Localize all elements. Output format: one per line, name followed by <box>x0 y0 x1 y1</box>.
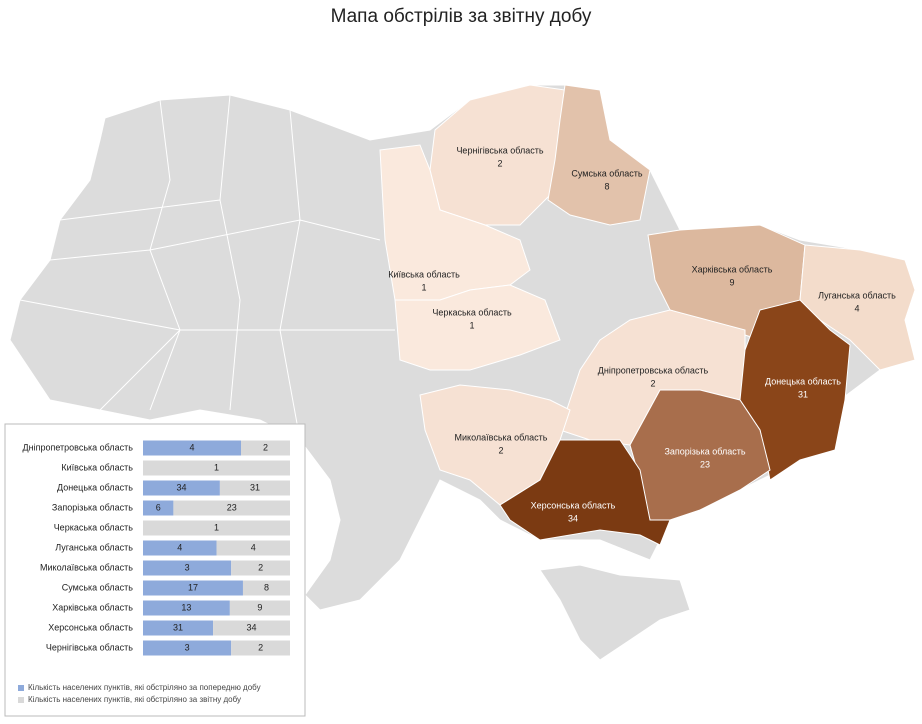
data-label: 2 <box>258 642 263 652</box>
category-label: Миколаївська область <box>40 562 133 572</box>
bar-segment <box>143 500 174 516</box>
category-label: Запорізька область <box>52 502 133 512</box>
region-value: 2 <box>650 378 655 388</box>
legend-swatch <box>18 697 24 703</box>
category-label: Дніпропетровська область <box>23 442 134 452</box>
region-value: 1 <box>469 320 474 330</box>
crimea-outline <box>539 564 691 661</box>
data-label: 3 <box>185 642 190 652</box>
bar-segment <box>229 600 290 616</box>
region <box>499 439 671 546</box>
region-name: Сумська область <box>571 168 643 178</box>
data-label: 34 <box>176 482 186 492</box>
region-value: 2 <box>498 445 503 455</box>
bar-segment <box>143 600 230 616</box>
bar-segment <box>143 480 220 496</box>
data-label: 13 <box>181 602 191 612</box>
internal-borders <box>19 94 395 441</box>
data-label: 8 <box>264 582 269 592</box>
legend-label: Кількість населених пунктів, які обстріл… <box>28 683 261 692</box>
bar-segment <box>242 580 290 596</box>
bar-segment <box>213 620 290 636</box>
region-value: 9 <box>729 277 734 287</box>
region-name: Чернігівська область <box>456 145 543 155</box>
data-label: 3 <box>185 562 190 572</box>
data-label: 17 <box>188 582 198 592</box>
data-label: 2 <box>258 562 263 572</box>
bar-segment <box>231 640 290 656</box>
data-label: 31 <box>173 622 183 632</box>
bar-segment <box>216 540 290 556</box>
data-label: 2 <box>263 442 268 452</box>
bar-segment <box>173 500 290 516</box>
data-label: 23 <box>227 502 237 512</box>
region-name: Запорізька область <box>664 446 745 456</box>
region-value: 2 <box>497 158 502 168</box>
region-value: 23 <box>700 459 710 469</box>
bar-segment <box>143 540 217 556</box>
bar-segment <box>143 520 290 536</box>
category-label: Харківська область <box>52 602 133 612</box>
category-label: Черкаська область <box>54 522 134 532</box>
legend-swatch <box>18 685 24 691</box>
region-name: Харківська область <box>692 264 773 274</box>
region <box>547 84 651 226</box>
region-name: Донецька область <box>765 376 841 386</box>
bar-segment <box>231 560 290 576</box>
legend-label: Кількість населених пунктів, які обстріл… <box>28 695 241 704</box>
data-label: 6 <box>156 502 161 512</box>
category-label: Луганська область <box>55 542 133 552</box>
data-label: 4 <box>189 442 194 452</box>
data-label: 31 <box>250 482 260 492</box>
map-title: Мапа обстрілів за звітну добу <box>331 6 592 27</box>
region-name: Херсонська область <box>531 500 616 510</box>
bar-segment <box>143 460 290 476</box>
bar-segment <box>143 640 232 656</box>
region-value: 1 <box>421 282 426 292</box>
bar-segment <box>143 440 241 456</box>
region-name: Миколаївська область <box>455 432 548 442</box>
region-value: 8 <box>604 181 609 191</box>
region <box>394 284 561 371</box>
region-name: Дніпропетровська область <box>598 365 709 375</box>
category-label: Київська область <box>61 462 133 472</box>
category-label: Херсонська область <box>48 622 133 632</box>
region-name: Київська область <box>388 269 460 279</box>
category-label: Сумська область <box>62 582 134 592</box>
region <box>739 299 851 481</box>
region-value: 34 <box>568 513 578 523</box>
region-value: 4 <box>854 303 859 313</box>
region-value: 31 <box>798 389 808 399</box>
bar-segment <box>143 560 232 576</box>
data-label: 1 <box>214 462 219 472</box>
bar-segment <box>143 620 214 636</box>
bar-segment <box>241 440 290 456</box>
bar-segment <box>143 580 243 596</box>
data-label: 4 <box>251 542 256 552</box>
data-label: 4 <box>177 542 182 552</box>
region-name: Черкаська область <box>432 307 512 317</box>
region-name: Луганська область <box>818 290 896 300</box>
data-label: 34 <box>247 622 257 632</box>
data-label: 1 <box>214 522 219 532</box>
bar-segment <box>219 480 290 496</box>
category-label: Донецька область <box>57 482 133 492</box>
data-label: 9 <box>257 602 262 612</box>
category-label: Чернігівська область <box>46 642 133 652</box>
